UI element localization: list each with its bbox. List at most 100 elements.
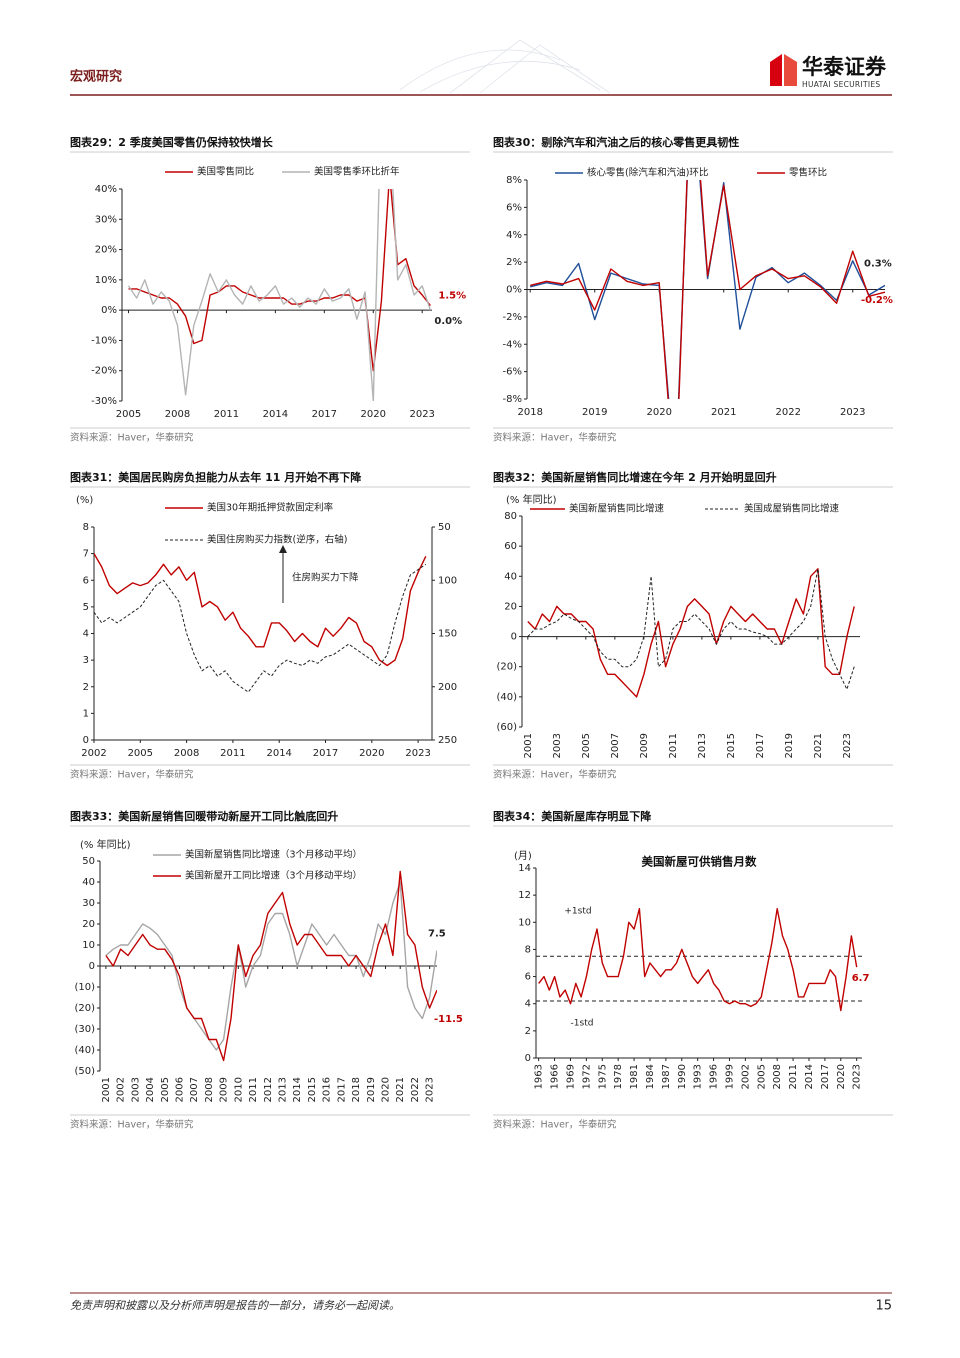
x-tick-label: 2002 bbox=[116, 1077, 127, 1102]
y-tick-label: 6% bbox=[506, 202, 522, 213]
x-tick-label: 2008 bbox=[174, 748, 199, 759]
y-tick-label: 40% bbox=[95, 184, 117, 195]
y-tick-label: 0 bbox=[525, 1053, 531, 1064]
x-tick-label: 2018 bbox=[351, 1077, 362, 1102]
y-tick-label: 0 bbox=[511, 632, 517, 643]
series-line bbox=[105, 881, 437, 1051]
source: 资料来源：Haver，华泰研究 bbox=[70, 1119, 194, 1131]
y2-tick-label: 200 bbox=[438, 682, 457, 693]
y-tick-label: 40 bbox=[504, 571, 517, 582]
x-tick-label: 2014 bbox=[263, 409, 288, 420]
y-axis-label: (% 年同比) bbox=[80, 838, 131, 851]
x-tick-label: 2023 bbox=[409, 409, 434, 420]
x-tick-label: 2005 bbox=[160, 1077, 171, 1102]
x-tick-label: 2005 bbox=[756, 1064, 767, 1089]
series-line bbox=[538, 908, 858, 1012]
x-tick-label: 1996 bbox=[709, 1064, 720, 1089]
x-tick-label: 2011 bbox=[220, 748, 245, 759]
y-tick-label: (60) bbox=[496, 722, 517, 733]
x-tick-label: 2002 bbox=[81, 748, 106, 759]
series-line bbox=[530, 180, 885, 399]
x-tick-label: 2009 bbox=[219, 1077, 230, 1102]
x-tick-label: 1984 bbox=[645, 1064, 656, 1089]
x-tick-label: 1981 bbox=[629, 1064, 640, 1089]
end-label: -11.5 bbox=[434, 1014, 463, 1025]
legend-label: 美国新屋开工同比增速（3个月移动平均） bbox=[185, 870, 362, 882]
x-tick-label: 2019 bbox=[366, 1077, 377, 1102]
chart-title: 美国新屋可供销售月数 bbox=[642, 855, 757, 869]
x-tick-label: 2005 bbox=[581, 733, 592, 758]
x-tick-label: 1969 bbox=[565, 1064, 576, 1089]
x-tick-label: 2003 bbox=[130, 1077, 141, 1102]
x-tick-label: 2003 bbox=[552, 733, 563, 758]
y-tick-label: -4% bbox=[503, 339, 522, 350]
x-tick-label: 2004 bbox=[145, 1077, 156, 1102]
y-tick-label: 30 bbox=[82, 898, 95, 909]
annotation: 住房购买力下降 bbox=[292, 572, 359, 584]
y-tick-label: 20 bbox=[504, 601, 517, 612]
y-tick-label: -8% bbox=[503, 394, 522, 405]
x-tick-label: 2001 bbox=[101, 1077, 112, 1102]
x-tick-label: 2014 bbox=[804, 1064, 815, 1089]
y-tick-label: 20% bbox=[95, 245, 117, 256]
x-tick-label: 2012 bbox=[263, 1077, 274, 1102]
y-tick-label: 0% bbox=[101, 305, 117, 316]
x-tick-label: 1999 bbox=[724, 1064, 735, 1089]
y-tick-label: -30% bbox=[91, 396, 117, 407]
end-label: 6.7 bbox=[852, 973, 870, 984]
series-line bbox=[128, 189, 431, 372]
y2-tick-label: 100 bbox=[438, 575, 457, 586]
x-tick-label: 1990 bbox=[677, 1064, 688, 1089]
x-tick-label: 2019 bbox=[784, 733, 795, 758]
x-tick-label: 2017 bbox=[313, 748, 338, 759]
figure-title: 图表31：美国居民购房负担能力从去年 11 月开始不再下降 bbox=[70, 470, 362, 484]
y-tick-label: 0 bbox=[89, 961, 95, 972]
y-tick-label: 2 bbox=[525, 1026, 531, 1037]
y-axis-label: (% 年同比) bbox=[506, 493, 557, 506]
end-label: 7.5 bbox=[428, 928, 446, 939]
y-tick-label: 14 bbox=[518, 863, 531, 874]
legend-label: 美国住房购买力指数(逆序，右轴) bbox=[207, 534, 347, 546]
x-tick-label: 2021 bbox=[395, 1077, 406, 1102]
y-tick-label: 30% bbox=[95, 214, 117, 225]
x-tick-label: 2023 bbox=[425, 1077, 436, 1102]
legend-label: 零售环比 bbox=[789, 167, 827, 179]
series-line bbox=[127, 189, 432, 401]
x-tick-label: 2007 bbox=[610, 733, 621, 758]
source: 资料来源：Haver，华泰研究 bbox=[493, 432, 617, 444]
logo-text: 华泰证券 bbox=[802, 55, 887, 79]
legend-label: 美国30年期抵押贷款固定利率 bbox=[207, 502, 334, 514]
x-tick-label: 2022 bbox=[776, 407, 801, 418]
y-tick-label: (40) bbox=[74, 1045, 95, 1056]
x-tick-label: 1975 bbox=[597, 1064, 608, 1089]
y-tick-label: 80 bbox=[504, 511, 517, 522]
y-tick-label: 8 bbox=[83, 522, 89, 533]
plot-area bbox=[527, 568, 855, 698]
x-tick-label: 2020 bbox=[380, 1077, 391, 1102]
y2-tick-label: 50 bbox=[438, 522, 451, 533]
x-tick-label: 1993 bbox=[693, 1064, 704, 1089]
y-tick-label: 10 bbox=[82, 940, 95, 951]
y-tick-label: -20% bbox=[91, 366, 117, 377]
y2-tick-label: 250 bbox=[438, 735, 457, 746]
x-tick-label: 2023 bbox=[852, 1064, 863, 1089]
y-tick-label: 8% bbox=[506, 175, 522, 186]
x-tick-label: 1972 bbox=[581, 1064, 592, 1089]
y-tick-label: (20) bbox=[74, 1003, 95, 1014]
legend-label: 核心零售(除汽车和汽油)环比 bbox=[587, 167, 708, 179]
x-tick-label: 2022 bbox=[410, 1077, 421, 1102]
y-tick-label: 6 bbox=[83, 575, 89, 586]
legend-label: 美国零售季环比折年 bbox=[314, 166, 400, 178]
x-tick-label: 2013 bbox=[697, 733, 708, 758]
y-tick-label: 10% bbox=[95, 275, 117, 286]
y-tick-label: (30) bbox=[74, 1024, 95, 1035]
x-tick-label: 2008 bbox=[772, 1064, 783, 1089]
y-tick-label: 60 bbox=[504, 541, 517, 552]
x-tick-label: 2011 bbox=[668, 733, 679, 758]
x-tick-label: 2013 bbox=[277, 1077, 288, 1102]
y-tick-label: (10) bbox=[74, 982, 95, 993]
x-tick-label: 2019 bbox=[582, 407, 607, 418]
x-tick-label: 2020 bbox=[836, 1064, 847, 1089]
y-tick-label: (50) bbox=[74, 1066, 95, 1077]
x-tick-label: 2007 bbox=[189, 1077, 200, 1102]
